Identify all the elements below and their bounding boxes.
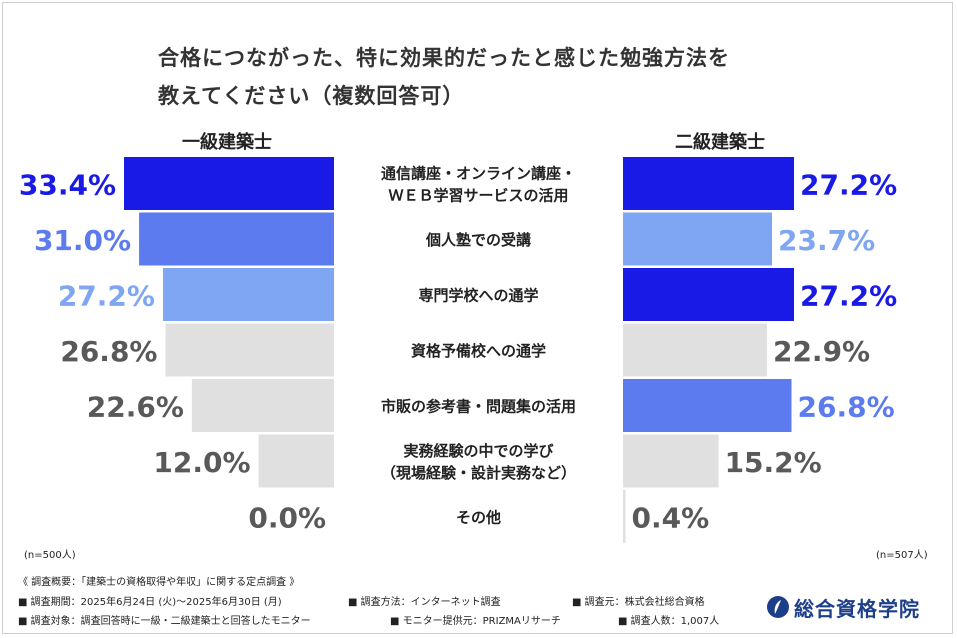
- left-sample-size: (n=500人): [24, 550, 76, 561]
- logo-text: 総合資格学院: [794, 596, 920, 621]
- left-bar: [258, 434, 334, 488]
- right-bar: [623, 212, 773, 266]
- category-label: 資格予備校への通学: [411, 342, 546, 360]
- survey-overview: 《 調査概要：「建築士の資格取得や年収」に関する定点調査 》: [18, 577, 300, 588]
- sogo-shikaku-logo: 総合資格学院: [766, 592, 920, 622]
- right-value-label: 23.7%: [778, 224, 875, 257]
- left-bar: [139, 212, 334, 266]
- left-value-label: 22.6%: [87, 391, 184, 424]
- left-bar: [124, 157, 334, 210]
- survey-count: ■ 調査人数：1,007人: [618, 616, 720, 627]
- right-series-header: 二級建築士: [675, 132, 765, 153]
- survey-period-text: 調査期間：2025年6月24日 (火)〜2025年6月30日 (月): [30, 597, 282, 608]
- right-bar: [623, 379, 792, 432]
- right-bar: [623, 323, 767, 377]
- left-value-label: 0.0%: [248, 502, 326, 535]
- right-value-label: 26.8%: [798, 391, 895, 424]
- survey-provider: ■ モニター提供元：PRIZMAリサーチ: [390, 616, 561, 627]
- category-label: 通信講座・オンライン講座・: [381, 165, 576, 183]
- category-label: 専門学校への通学: [418, 287, 538, 305]
- survey-target: ■ 調査対象：調査回答時に一級・二級建築士と回答したモニター: [18, 616, 311, 627]
- category-label: 個人塾での受講: [425, 231, 531, 249]
- left-series-header: 一級建築士: [182, 132, 272, 153]
- butterfly-bar-chart: 33.4% 27.2% 通信講座・オンライン講座・ ＷＥＢ学習サービスの活用 31.0%…: [19, 157, 897, 543]
- category-label: ＷＥＢ学習サービスの活用: [388, 187, 568, 205]
- category-label: （現場経験・設計実務など）: [381, 464, 576, 482]
- left-bar: [162, 268, 334, 321]
- category-label: 実務経験の中での学び: [403, 442, 553, 460]
- left-value-label: 27.2%: [58, 280, 155, 313]
- survey-count-text: 調査人数：1,007人: [630, 616, 720, 627]
- survey-source-text: 調査元：株式会社総合資格: [584, 597, 705, 608]
- left-value-label: 31.0%: [34, 224, 131, 257]
- right-sample-size: (n=507人): [876, 550, 928, 561]
- right-bar: [623, 434, 719, 488]
- survey-method: ■ 調査方法：インターネット調査: [348, 597, 501, 608]
- left-value-label: 12.0%: [153, 446, 250, 479]
- right-bar: [623, 490, 626, 543]
- left-bar: [191, 379, 334, 432]
- left-bar: [165, 323, 334, 377]
- survey-method-text: 調査方法：インターネット調査: [360, 597, 501, 608]
- left-value-label: 33.4%: [19, 169, 116, 202]
- survey-target-text: 調査対象：調査回答時に一級・二級建築士と回答したモニター: [30, 616, 311, 627]
- right-bar: [623, 268, 795, 321]
- left-value-label: 26.8%: [60, 335, 157, 368]
- right-value-label: 0.4%: [632, 502, 710, 535]
- right-value-label: 27.2%: [800, 280, 897, 313]
- right-bar: [623, 157, 795, 210]
- right-value-label: 22.9%: [773, 335, 870, 368]
- category-label: その他: [456, 509, 501, 527]
- survey-source: ■ 調査元：株式会社総合資格: [572, 597, 705, 608]
- survey-provider-text: モニター提供元：PRIZMAリサーチ: [402, 616, 561, 627]
- survey-period: ■ 調査期間：2025年6月24日 (火)〜2025年6月30日 (月): [18, 597, 282, 608]
- chart-title-line2: 教えてください（複数回答可）: [158, 84, 465, 108]
- chart-title-line1: 合格につながった、特に効果的だったと感じた勉強方法を: [158, 46, 730, 70]
- right-value-label: 15.2%: [725, 446, 822, 479]
- right-value-label: 27.2%: [800, 169, 897, 202]
- logo-mark-icon: [767, 596, 789, 618]
- category-label: 市販の参考書・問題集の活用: [381, 398, 576, 416]
